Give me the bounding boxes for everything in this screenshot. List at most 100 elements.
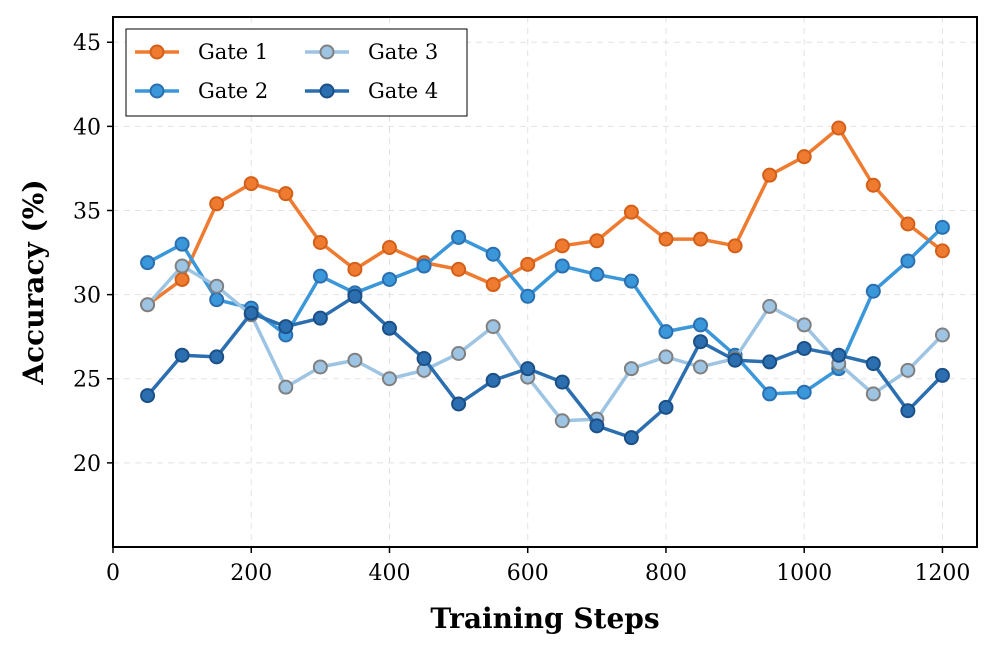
gate-1-point <box>209 196 225 212</box>
gate-1-point <box>727 238 743 254</box>
legend-box <box>125 28 468 117</box>
gate-2-point <box>554 258 570 274</box>
gate-3-point <box>900 362 916 378</box>
legend-swatch-marker <box>319 44 335 60</box>
gate-4-point <box>485 372 501 388</box>
gate-4-point <box>900 403 916 419</box>
gate-2-point <box>693 317 709 333</box>
gate-3-point <box>140 297 156 313</box>
x-tick-label: 600 <box>507 561 549 586</box>
gate-2-point <box>174 236 190 252</box>
gate-2-point <box>934 219 950 235</box>
gate-1-point <box>278 186 294 202</box>
gate-4-point <box>693 334 709 350</box>
gate-2-point <box>381 271 397 287</box>
gate-1-point <box>865 177 881 193</box>
legend-item-gate-2: Gate 2 <box>135 79 268 103</box>
gate-2-point <box>589 266 605 282</box>
y-tick-label: 35 <box>73 199 101 224</box>
legend-label: Gate 3 <box>368 40 438 64</box>
gate-4-point <box>865 356 881 372</box>
gate-2-point <box>209 292 225 308</box>
legend-swatch-marker <box>149 44 165 60</box>
x-tick-label: 800 <box>645 561 687 586</box>
x-tick-label: 400 <box>368 561 410 586</box>
gate-4-point <box>312 310 328 326</box>
gate-4-point <box>140 388 156 404</box>
y-tick-label: 20 <box>73 452 101 477</box>
legend-label: Gate 2 <box>198 79 268 103</box>
gate-1-series <box>140 120 950 313</box>
gate-4-point <box>209 349 225 365</box>
gate-3-point <box>554 413 570 429</box>
gate-2-point <box>312 268 328 284</box>
gate-1-point <box>589 233 605 249</box>
gate-3-point <box>381 371 397 387</box>
gate-4-point <box>416 351 432 367</box>
gate-1-point <box>312 234 328 250</box>
legend: Gate 1 Gate 2 Gate 3 Gate 4 <box>125 28 468 117</box>
gate-4-point <box>727 352 743 368</box>
x-axis-title: Training Steps <box>430 602 659 635</box>
gate-4-point <box>762 354 778 370</box>
gate-2-point <box>623 273 639 289</box>
gate-2-point <box>658 324 674 340</box>
gate-4-point <box>243 305 259 321</box>
gate-3-point <box>347 352 363 368</box>
gate-4-point <box>520 361 536 377</box>
legend-label: Gate 1 <box>198 40 268 64</box>
legend-swatch-marker <box>319 83 335 99</box>
gate-1-point <box>796 149 812 165</box>
series-layer <box>140 120 950 446</box>
gate-3-point <box>485 319 501 335</box>
gate-2-point <box>451 229 467 245</box>
gate-2-point <box>865 283 881 299</box>
y-tick-label: 30 <box>73 284 101 309</box>
gate-3-point <box>278 379 294 395</box>
gate-3-point <box>865 386 881 402</box>
plot-frame <box>112 16 978 548</box>
gate-1-point <box>693 231 709 247</box>
gate-2-point <box>485 246 501 262</box>
gate-1-point <box>623 204 639 220</box>
gate-3-point <box>174 258 190 274</box>
gate-1-point <box>174 271 190 287</box>
x-axis: 0 200 400 600 800 1000 1200 <box>106 547 970 586</box>
gate-4-point <box>934 367 950 383</box>
x-tick-label: 200 <box>230 561 272 586</box>
gate-1-point <box>900 216 916 232</box>
gate-2-point <box>900 253 916 269</box>
gate-1-point <box>658 231 674 247</box>
gate-2-point <box>140 255 156 271</box>
y-tick-label: 25 <box>73 368 101 393</box>
legend-label: Gate 4 <box>368 79 438 103</box>
gate-4-point <box>381 320 397 336</box>
gate-4-point <box>347 288 363 304</box>
gate-3-point <box>312 359 328 375</box>
gate-4-point <box>658 399 674 415</box>
legend-item-gate-1: Gate 1 <box>135 40 268 64</box>
gate-3-point <box>934 327 950 343</box>
gate-3-point <box>658 349 674 365</box>
x-tick-label: 1000 <box>776 561 832 586</box>
gate-3-point <box>762 298 778 314</box>
gate-4-point <box>451 396 467 412</box>
gate-3-point <box>693 359 709 375</box>
gate-2-point <box>796 384 812 400</box>
gate-3-line <box>145 264 945 423</box>
gate-3-point <box>623 361 639 377</box>
gate-1-point <box>554 238 570 254</box>
gate-2-point <box>520 288 536 304</box>
legend-item-gate-3: Gate 3 <box>305 40 438 64</box>
gate-4-point <box>589 418 605 434</box>
gate-4-point <box>831 347 847 363</box>
legend-item-gate-4: Gate 4 <box>305 79 438 103</box>
legend-swatch-marker <box>149 83 165 99</box>
y-axis-title: Accuracy (%) <box>17 179 50 385</box>
y-tick-label: 40 <box>73 115 101 140</box>
gate-1-point <box>347 261 363 277</box>
x-tick-label: 1200 <box>914 561 970 586</box>
gate-4-point <box>554 374 570 390</box>
gate-1-point <box>381 240 397 256</box>
